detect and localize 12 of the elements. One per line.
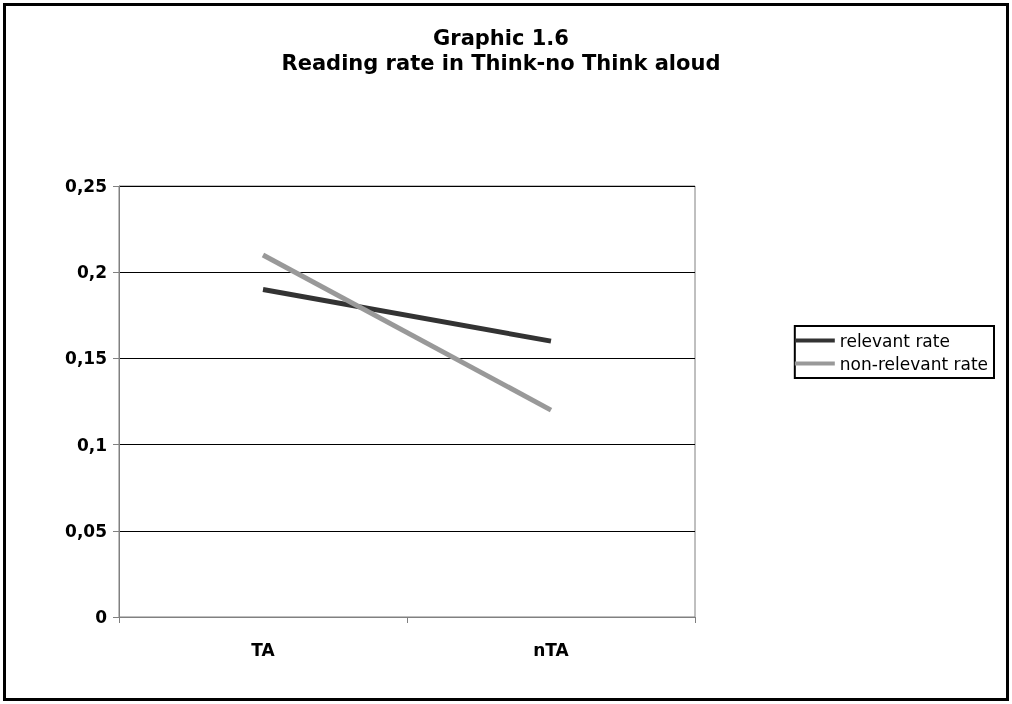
chart-subtitle: Reading rate in Think-no Think aloud bbox=[281, 50, 721, 75]
y-tick-label: 0,1 bbox=[76, 434, 107, 455]
chart-title: Graphic 1.6 bbox=[433, 25, 569, 50]
y-tick-label: 0,15 bbox=[65, 348, 107, 369]
y-tick-label: 0,05 bbox=[65, 520, 107, 541]
x-tick-label: TA bbox=[251, 639, 276, 660]
y-tick-label: 0,25 bbox=[65, 176, 107, 196]
y-tick-label: 0,2 bbox=[76, 262, 107, 283]
legend-label: non-relevant rate bbox=[839, 353, 989, 374]
y-tick-label: 0 bbox=[95, 607, 108, 627]
x-tick-label: nTA bbox=[533, 639, 570, 660]
legend-label: relevant rate bbox=[839, 330, 950, 351]
